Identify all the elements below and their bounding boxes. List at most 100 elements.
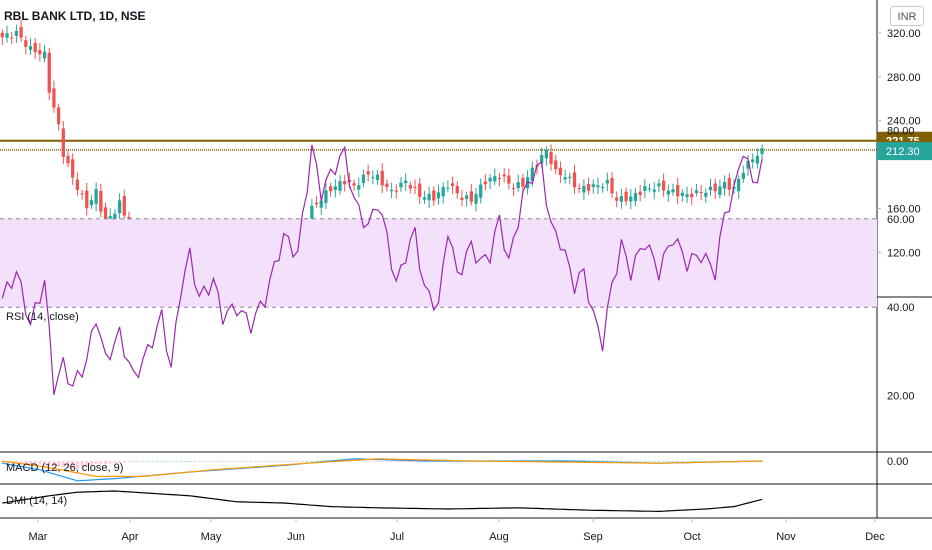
candle[interactable] — [5, 33, 9, 38]
candle[interactable] — [10, 37, 14, 39]
candle[interactable] — [66, 155, 70, 164]
candle[interactable] — [389, 189, 394, 192]
candle[interactable] — [507, 175, 511, 184]
candle[interactable] — [671, 189, 675, 193]
candle[interactable] — [0, 32, 4, 38]
candle[interactable] — [713, 183, 717, 192]
candle[interactable] — [361, 174, 366, 183]
candle[interactable] — [99, 190, 103, 212]
candle[interactable] — [516, 182, 520, 189]
candle[interactable] — [633, 193, 638, 201]
candle[interactable] — [760, 148, 764, 154]
candle[interactable] — [310, 205, 314, 220]
candle[interactable] — [380, 170, 384, 186]
candle[interactable] — [422, 197, 427, 200]
candle[interactable] — [624, 191, 628, 202]
candle[interactable] — [676, 185, 680, 197]
signal-line[interactable] — [2, 458, 763, 477]
candle[interactable] — [71, 159, 75, 178]
candle[interactable] — [394, 190, 398, 192]
candle[interactable] — [122, 196, 126, 216]
candle[interactable] — [324, 190, 328, 203]
candle[interactable] — [432, 190, 436, 201]
candle[interactable] — [117, 200, 122, 214]
candle[interactable] — [680, 192, 685, 196]
candle[interactable] — [741, 172, 745, 179]
candle[interactable] — [530, 167, 534, 182]
candle[interactable] — [52, 88, 56, 108]
candle[interactable] — [399, 182, 403, 188]
candle[interactable] — [47, 52, 51, 93]
candle[interactable] — [357, 185, 361, 190]
candle[interactable] — [85, 190, 89, 209]
candle[interactable] — [511, 188, 516, 190]
candle[interactable] — [718, 186, 722, 195]
candle[interactable] — [615, 197, 619, 201]
dmi-line[interactable] — [2, 490, 763, 513]
candle[interactable] — [450, 183, 455, 187]
candle[interactable] — [455, 186, 459, 194]
candle[interactable] — [28, 46, 33, 50]
candle[interactable] — [314, 202, 319, 205]
candle[interactable] — [103, 207, 108, 224]
rsi-line[interactable] — [1, 144, 763, 395]
candle[interactable] — [352, 183, 356, 186]
candle[interactable] — [488, 177, 492, 182]
candle[interactable] — [544, 149, 549, 159]
candle[interactable] — [502, 174, 506, 177]
candle[interactable] — [549, 152, 553, 165]
candle[interactable] — [568, 176, 572, 178]
candle[interactable] — [727, 177, 731, 190]
candle[interactable] — [42, 51, 47, 59]
candle[interactable] — [647, 188, 652, 190]
candle[interactable] — [479, 184, 483, 198]
candle[interactable] — [94, 189, 98, 204]
candle[interactable] — [708, 186, 713, 191]
candle[interactable] — [319, 200, 323, 208]
candle[interactable] — [643, 186, 647, 191]
candle[interactable] — [652, 189, 656, 192]
candle[interactable] — [33, 42, 37, 53]
candle[interactable] — [75, 179, 80, 190]
candle[interactable] — [751, 159, 755, 163]
candle[interactable] — [619, 196, 624, 202]
candle[interactable] — [385, 183, 389, 187]
candle[interactable] — [460, 197, 464, 200]
candle[interactable] — [596, 185, 600, 188]
candle[interactable] — [497, 178, 502, 180]
candle[interactable] — [582, 185, 586, 193]
candle[interactable] — [558, 167, 563, 176]
candle[interactable] — [704, 192, 708, 197]
candle[interactable] — [441, 187, 445, 197]
candle[interactable] — [722, 182, 727, 189]
candle[interactable] — [19, 27, 23, 38]
candle[interactable] — [89, 200, 94, 206]
candle[interactable] — [666, 190, 670, 195]
candle[interactable] — [464, 195, 469, 199]
candle[interactable] — [699, 191, 703, 193]
candle[interactable] — [418, 183, 422, 197]
candle[interactable] — [661, 180, 666, 191]
candle[interactable] — [629, 196, 633, 202]
candle[interactable] — [601, 187, 605, 189]
candle[interactable] — [343, 181, 347, 185]
candle[interactable] — [333, 186, 337, 191]
candle[interactable] — [605, 180, 609, 184]
dmi-label[interactable]: DMI (14, 14) — [6, 495, 68, 507]
candle[interactable] — [746, 160, 750, 169]
candle[interactable] — [427, 193, 431, 201]
candle[interactable] — [685, 194, 689, 198]
candle[interactable] — [737, 178, 741, 192]
candle[interactable] — [572, 172, 577, 188]
candle[interactable] — [638, 191, 642, 195]
candle[interactable] — [591, 184, 595, 187]
candle[interactable] — [371, 177, 375, 179]
candle[interactable] — [404, 180, 408, 184]
candle[interactable] — [493, 176, 497, 182]
candle[interactable] — [483, 181, 488, 185]
candle[interactable] — [61, 128, 65, 157]
candle[interactable] — [610, 178, 614, 194]
candle[interactable] — [80, 193, 84, 195]
candle[interactable] — [328, 186, 333, 192]
